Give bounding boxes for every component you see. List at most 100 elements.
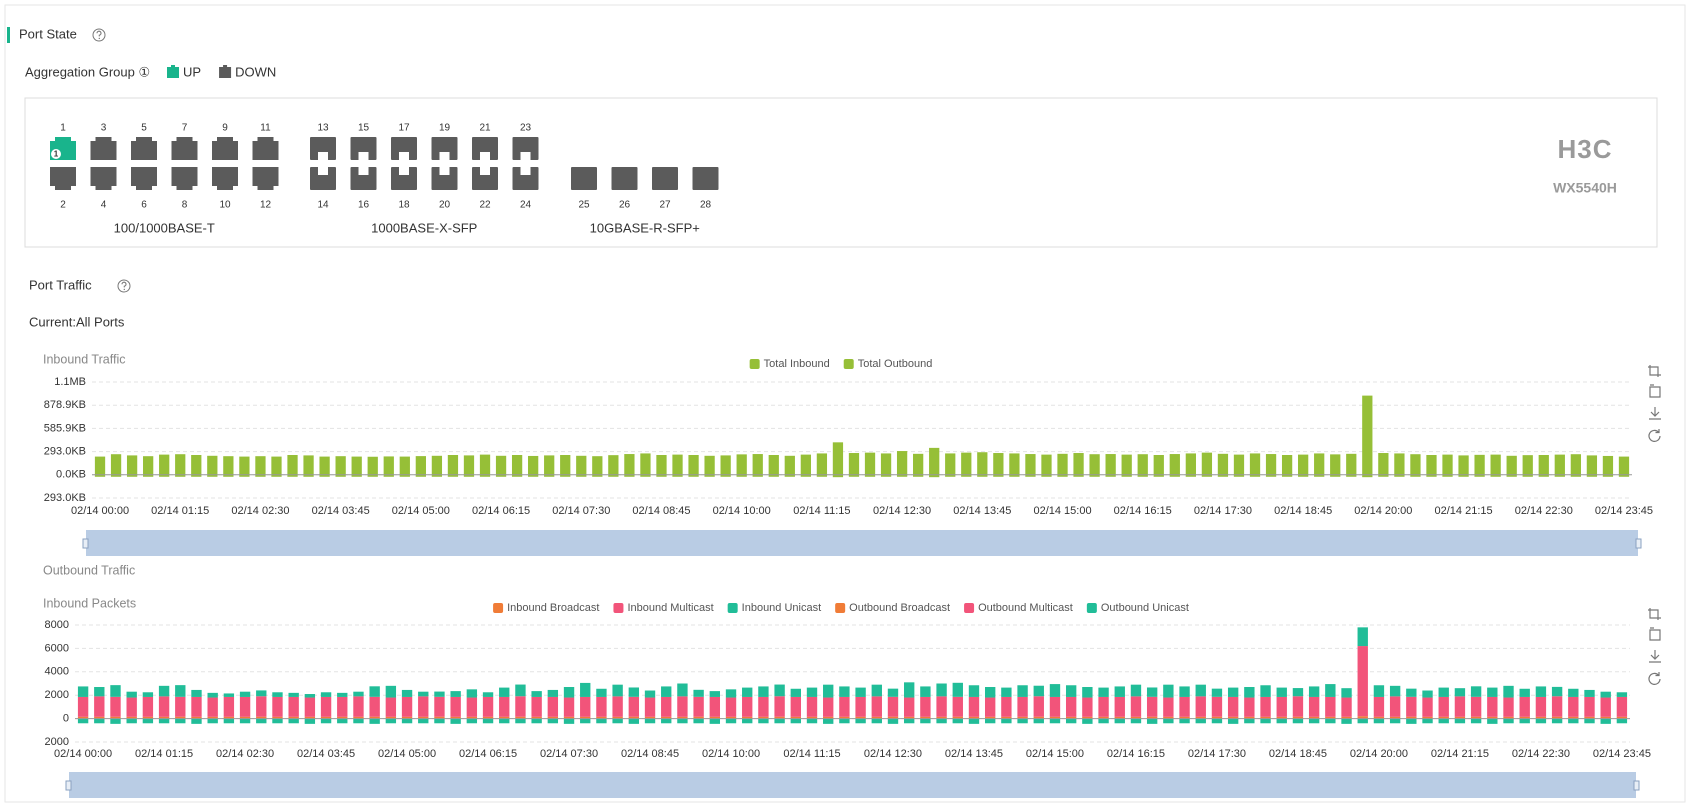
zoom-slider[interactable] (86, 530, 1638, 556)
tool-restore[interactable] (1648, 429, 1661, 442)
port[interactable] (212, 167, 238, 190)
bar (175, 454, 186, 475)
tool-download[interactable] (1649, 650, 1661, 663)
bar (499, 716, 510, 719)
port-number: 27 (659, 200, 671, 211)
bar (94, 687, 105, 697)
port[interactable] (212, 137, 238, 160)
port[interactable] (171, 167, 198, 190)
port[interactable] (131, 167, 157, 190)
bar (1265, 454, 1277, 475)
bar (596, 688, 607, 697)
slider-handle[interactable] (1635, 538, 1642, 549)
bar (304, 697, 316, 717)
port[interactable] (512, 137, 539, 160)
port-number: 15 (358, 123, 370, 134)
bar (644, 718, 656, 724)
bar (913, 474, 924, 477)
port[interactable] (692, 167, 719, 190)
port[interactable] (131, 137, 157, 160)
bar (1163, 718, 1174, 724)
help-icon[interactable] (92, 28, 106, 42)
tool-zoom[interactable] (1648, 365, 1661, 377)
bar (1089, 474, 1100, 477)
port[interactable] (310, 167, 336, 190)
bar (1487, 718, 1498, 724)
bar (1570, 454, 1581, 475)
tool-reset[interactable] (1649, 384, 1661, 398)
bar (839, 686, 850, 697)
bar (304, 718, 316, 724)
port[interactable] (391, 167, 417, 190)
port[interactable] (90, 137, 117, 160)
legend-label: Total Inbound (764, 358, 830, 370)
slider-handle[interactable] (65, 780, 72, 791)
port-notch (520, 152, 531, 160)
bar (1227, 696, 1239, 717)
bar (1616, 696, 1628, 717)
bar (790, 688, 801, 697)
slider-handle[interactable] (1633, 780, 1640, 791)
port[interactable] (472, 137, 498, 160)
x-tick-label: 02/14 05:00 (378, 748, 436, 760)
bar (1163, 716, 1174, 719)
x-tick-label: 02/14 10:00 (713, 505, 771, 517)
y-tick-label: 2000 (45, 736, 69, 748)
tool-zoom[interactable] (1648, 608, 1661, 620)
port[interactable] (652, 167, 678, 190)
port-number: 12 (260, 200, 272, 211)
bar (1001, 687, 1012, 697)
port[interactable] (171, 137, 198, 160)
bar (369, 696, 380, 717)
port[interactable] (90, 167, 117, 190)
port[interactable] (431, 137, 458, 160)
port[interactable] (350, 137, 377, 160)
x-tick-label: 02/14 11:15 (783, 748, 840, 760)
port[interactable] (310, 137, 336, 160)
legend-swatch (749, 359, 760, 369)
bar (1260, 696, 1271, 717)
port-number: 26 (619, 200, 631, 211)
port[interactable] (350, 167, 377, 190)
help-icon[interactable] (117, 279, 131, 293)
bar (304, 716, 316, 719)
y-tick-label: 0.0KB (56, 469, 86, 481)
port[interactable] (611, 167, 638, 190)
zoom-slider[interactable] (69, 772, 1636, 798)
bar (871, 716, 882, 719)
slider-handle[interactable] (82, 538, 89, 549)
bar (688, 474, 699, 477)
bar (1025, 474, 1036, 477)
bar (580, 682, 591, 697)
port[interactable] (50, 167, 76, 190)
port[interactable] (472, 167, 498, 190)
legend-swatch (613, 603, 624, 613)
bar (482, 696, 494, 717)
port[interactable] (252, 137, 279, 160)
bar (560, 455, 571, 475)
x-tick-label: 02/14 20:00 (1354, 505, 1412, 517)
bar (904, 682, 915, 698)
port-notch (399, 152, 409, 160)
bar (431, 455, 443, 475)
bar (644, 690, 656, 698)
bar (1121, 454, 1132, 475)
tool-restore[interactable] (1648, 672, 1661, 685)
bar (1105, 474, 1116, 477)
tool-download[interactable] (1649, 407, 1661, 420)
legend-label: Outbound Multicast (978, 602, 1073, 614)
port[interactable] (512, 167, 539, 190)
port[interactable] (391, 137, 417, 160)
port[interactable] (431, 167, 458, 190)
bar (661, 686, 672, 697)
bar (1618, 456, 1630, 475)
bar (936, 718, 947, 724)
bar (1584, 696, 1595, 717)
bar (1503, 718, 1514, 724)
port[interactable] (252, 167, 279, 190)
bar (774, 696, 785, 717)
port[interactable] (571, 167, 597, 190)
bar (337, 718, 348, 724)
tool-reset[interactable] (1649, 627, 1661, 641)
bar (1487, 716, 1498, 719)
